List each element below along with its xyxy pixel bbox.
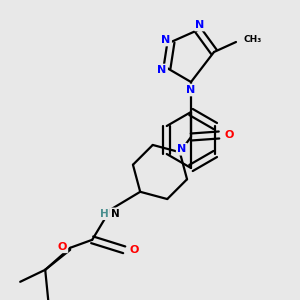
Text: N: N [186, 85, 196, 95]
Text: O: O [130, 245, 139, 255]
Text: N: N [161, 35, 171, 45]
Text: CH₃: CH₃ [244, 34, 262, 43]
Text: H: H [100, 209, 109, 219]
Text: N: N [177, 144, 186, 154]
Text: O: O [58, 242, 67, 252]
Text: N: N [195, 20, 205, 30]
Text: O: O [224, 130, 234, 140]
Text: N: N [111, 209, 120, 219]
Text: N: N [158, 65, 166, 75]
